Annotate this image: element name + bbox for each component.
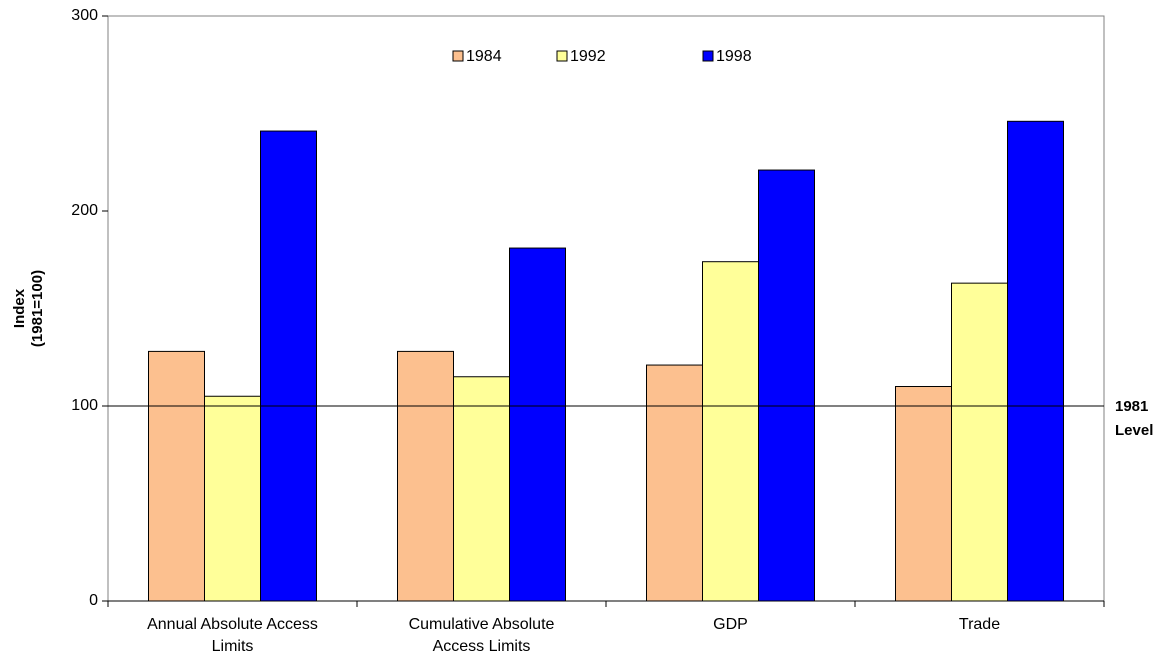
bar (646, 364, 703, 602)
legend-label: 1998 (716, 48, 752, 65)
bar (758, 169, 815, 602)
x-tick-label: Annual Absolute Access (147, 616, 318, 633)
y-tick-label: 200 (71, 202, 98, 219)
y-tick-label: 300 (71, 7, 98, 24)
bar (951, 282, 1008, 602)
x-tick-label: Access Limits (433, 638, 531, 655)
reference-label: 1981 (1115, 398, 1148, 415)
bar (397, 350, 454, 602)
bar (204, 395, 261, 602)
x-tick-label: GDP (713, 616, 748, 633)
bar (895, 386, 952, 602)
legend-swatch (452, 50, 464, 62)
bar (260, 130, 317, 602)
reference-label: Level (1115, 422, 1153, 439)
bar (1007, 120, 1064, 602)
legend-swatch (702, 50, 714, 62)
y-axis-label: Index (11, 288, 28, 328)
bar (148, 350, 205, 602)
x-tick-label: Limits (212, 638, 254, 655)
legend-swatch (556, 50, 568, 62)
bar (453, 376, 510, 602)
bar (702, 261, 759, 602)
y-axis-label: (1981=100) (29, 270, 46, 347)
legend-label: 1992 (570, 48, 606, 65)
x-tick-label: Trade (959, 616, 1000, 633)
y-tick-label: 0 (89, 592, 98, 609)
x-tick-label: Cumulative Absolute (409, 616, 555, 633)
legend-label: 1984 (466, 48, 502, 65)
y-tick-label: 100 (71, 397, 98, 414)
bar (509, 247, 566, 602)
